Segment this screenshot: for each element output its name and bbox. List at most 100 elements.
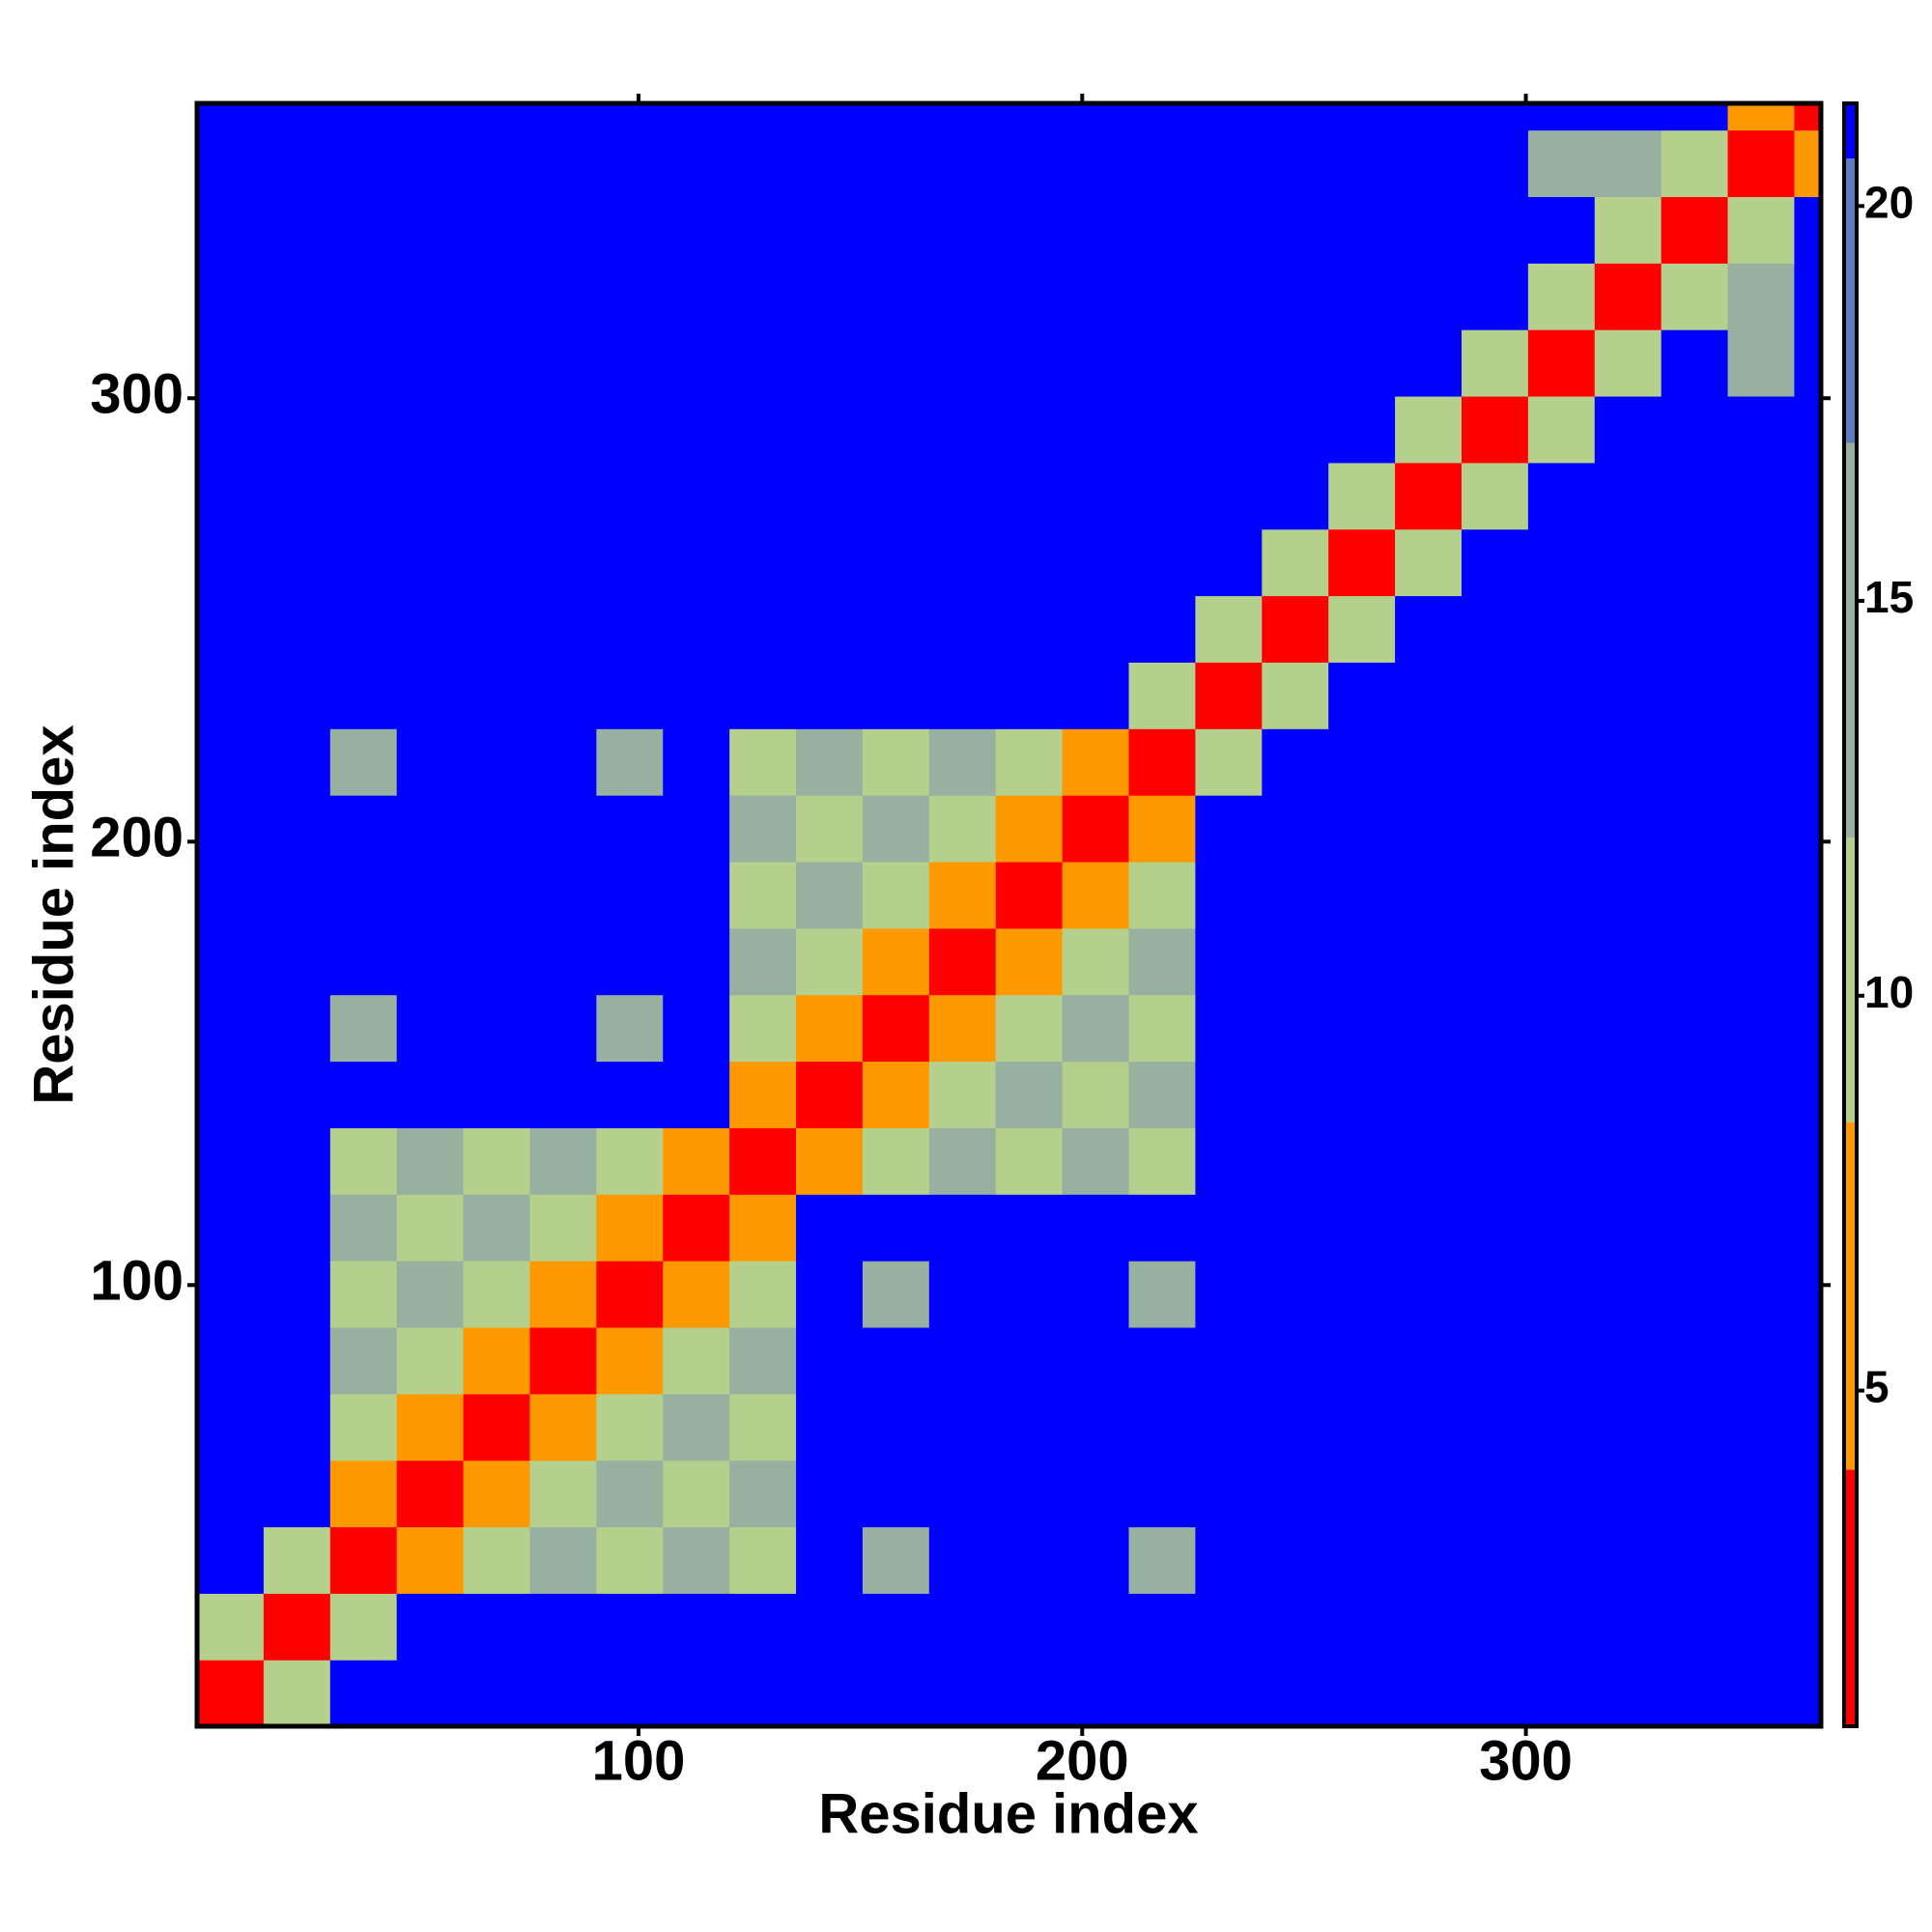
heatmap-cell bbox=[1727, 1194, 1796, 1262]
heatmap-cell bbox=[862, 927, 930, 996]
heatmap-cell bbox=[1794, 1061, 1822, 1128]
heatmap-cell bbox=[396, 1061, 465, 1128]
heatmap-cell bbox=[1594, 1460, 1662, 1528]
heatmap-cell bbox=[1727, 1261, 1796, 1328]
heatmap-cell bbox=[529, 528, 597, 597]
colorbar-frame bbox=[1842, 101, 1859, 1728]
y-tick-label: 200 bbox=[90, 807, 184, 869]
heatmap-cell bbox=[796, 1660, 864, 1727]
heatmap-cell bbox=[729, 927, 797, 996]
heatmap-cell bbox=[263, 1127, 331, 1195]
colorbar-band bbox=[1844, 1469, 1857, 1726]
heatmap-cell bbox=[1128, 462, 1197, 530]
heatmap-cell bbox=[1262, 1261, 1329, 1328]
heatmap-cell bbox=[263, 1326, 331, 1395]
heatmap-cell bbox=[1128, 595, 1197, 663]
heatmap-cell bbox=[529, 129, 597, 197]
heatmap-cell bbox=[329, 329, 398, 397]
heatmap-cell bbox=[729, 861, 797, 929]
heatmap-cell bbox=[928, 395, 997, 464]
heatmap-cell bbox=[928, 1061, 997, 1128]
heatmap-cell bbox=[1395, 1061, 1463, 1128]
heatmap-cell bbox=[463, 595, 531, 663]
heatmap-cell bbox=[263, 395, 331, 464]
heatmap-cell bbox=[729, 196, 797, 264]
heatmap-cell bbox=[263, 1660, 331, 1727]
colorbar-band bbox=[1844, 1122, 1857, 1470]
heatmap-cell bbox=[1527, 1326, 1596, 1395]
heatmap-cell bbox=[995, 263, 1064, 330]
heatmap-cell bbox=[1661, 1326, 1729, 1395]
heatmap-cell bbox=[1661, 728, 1729, 796]
heatmap-cell bbox=[263, 103, 331, 131]
heatmap-cell bbox=[995, 103, 1064, 131]
heatmap-cell bbox=[596, 1593, 664, 1661]
heatmap-cell bbox=[396, 1460, 465, 1528]
heatmap-cell bbox=[197, 1526, 265, 1594]
heatmap-cell bbox=[663, 1393, 730, 1462]
heatmap-cell bbox=[862, 1593, 930, 1661]
heatmap-cell bbox=[729, 395, 797, 464]
heatmap-cell bbox=[396, 528, 465, 597]
heatmap-cell bbox=[1594, 395, 1662, 464]
heatmap-cell bbox=[1195, 395, 1263, 464]
heatmap-cell bbox=[596, 595, 664, 663]
heatmap-cell bbox=[396, 1194, 465, 1262]
heatmap-cell bbox=[1794, 395, 1822, 464]
heatmap-cell bbox=[329, 728, 398, 796]
heatmap-cell bbox=[1262, 1460, 1329, 1528]
heatmap-cell bbox=[463, 1526, 531, 1594]
heatmap-cell bbox=[1594, 263, 1662, 330]
heatmap-cell bbox=[1062, 1061, 1130, 1128]
heatmap-cell bbox=[1727, 395, 1796, 464]
heatmap-cell bbox=[1262, 1061, 1329, 1128]
heatmap-cell bbox=[1794, 129, 1822, 197]
heatmap-cell bbox=[1062, 1526, 1130, 1594]
heatmap-cell bbox=[729, 129, 797, 197]
heatmap-cell bbox=[463, 795, 531, 863]
heatmap-cell bbox=[1395, 861, 1463, 929]
heatmap-cell bbox=[1195, 927, 1263, 996]
heatmap-cell bbox=[1062, 462, 1130, 530]
heatmap-cell bbox=[1527, 1526, 1596, 1594]
heatmap-cell bbox=[1128, 395, 1197, 464]
heatmap-cell bbox=[1661, 129, 1729, 197]
heatmap-cell bbox=[1594, 528, 1662, 597]
heatmap-cell bbox=[463, 329, 531, 397]
heatmap-cell bbox=[1527, 662, 1596, 729]
heatmap-cell bbox=[329, 462, 398, 530]
heatmap-cell bbox=[1727, 662, 1796, 729]
heatmap-cell bbox=[396, 1593, 465, 1661]
heatmap-cell bbox=[663, 1261, 730, 1328]
heatmap-cell bbox=[995, 1127, 1064, 1195]
heatmap-cell bbox=[1461, 1261, 1529, 1328]
heatmap-cell bbox=[1195, 1326, 1263, 1395]
heatmap-cell bbox=[1062, 927, 1130, 996]
heatmap-cell bbox=[263, 728, 331, 796]
heatmap-cell bbox=[729, 795, 797, 863]
heatmap-cell bbox=[928, 1393, 997, 1462]
heatmap-cell bbox=[529, 927, 597, 996]
heatmap-cell bbox=[663, 662, 730, 729]
heatmap-cell bbox=[1661, 1127, 1729, 1195]
heatmap-cell bbox=[1794, 1460, 1822, 1528]
heatmap-cell bbox=[1328, 994, 1396, 1063]
heatmap-cell bbox=[329, 103, 398, 131]
y-axis-title: Residue index bbox=[22, 724, 85, 1104]
heatmap-cell bbox=[396, 129, 465, 197]
heatmap-cell bbox=[1328, 1061, 1396, 1128]
heatmap-cell bbox=[1262, 1194, 1329, 1262]
heatmap-cell bbox=[596, 994, 664, 1063]
heatmap-cell bbox=[1461, 196, 1529, 264]
heatmap-cell bbox=[663, 1194, 730, 1262]
heatmap-cell bbox=[1195, 662, 1263, 729]
heatmap-cell bbox=[1461, 1127, 1529, 1195]
heatmap-cell bbox=[928, 1460, 997, 1528]
heatmap-cell bbox=[928, 927, 997, 996]
heatmap-cell bbox=[529, 861, 597, 929]
heatmap-cell bbox=[1661, 395, 1729, 464]
heatmap-cell bbox=[995, 1526, 1064, 1594]
heatmap-cell bbox=[1594, 1393, 1662, 1462]
heatmap-cell bbox=[862, 462, 930, 530]
heatmap-cell bbox=[529, 103, 597, 131]
